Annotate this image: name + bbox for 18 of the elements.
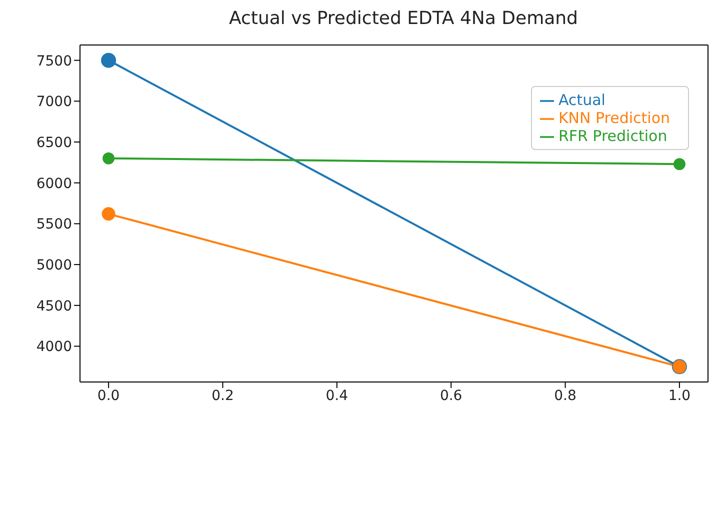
x-tick-label: 0.2 — [212, 388, 234, 404]
x-tick-label: 0.6 — [440, 388, 462, 404]
y-tick-label: 6000 — [36, 176, 72, 192]
x-tick-label: 1.0 — [668, 388, 691, 404]
legend-label: Actual — [558, 91, 606, 109]
x-tick-label: 0.0 — [97, 388, 120, 404]
y-tick-label: 6500 — [36, 134, 72, 151]
y-tick-label: 7500 — [36, 53, 72, 70]
legend-label: KNN Prediction — [558, 109, 670, 127]
y-tick-label: 4500 — [36, 298, 72, 314]
x-tick-label: 0.4 — [326, 388, 348, 404]
y-tick-label: 5000 — [36, 258, 72, 274]
y-tick-label: 4000 — [36, 339, 72, 356]
x-tick-label: 0.8 — [554, 388, 576, 404]
y-tick-label: 5500 — [36, 216, 72, 233]
chart-title: Actual vs Predicted EDTA 4Na Demand — [228, 8, 579, 31]
y-tick-label: 7000 — [36, 94, 72, 110]
legend-label: RFR Prediction — [558, 127, 668, 145]
